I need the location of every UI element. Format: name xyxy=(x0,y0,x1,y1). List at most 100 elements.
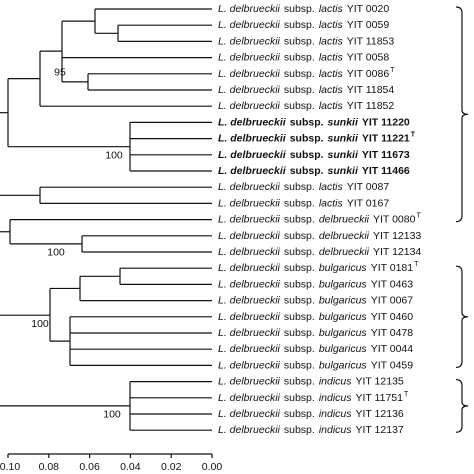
rank: subsp. xyxy=(284,424,315,436)
rank: subsp. xyxy=(284,68,315,80)
species: L. delbrueckii xyxy=(218,408,281,420)
leaf-label: L. delbrueckii subsp. lactis YIT 0087 xyxy=(218,181,389,193)
rank: subsp. xyxy=(284,51,315,63)
leaf-label: L. delbrueckii subsp. bulgaricus YIT 0478 xyxy=(218,327,413,339)
strain: YIT 11853 xyxy=(347,35,395,47)
strain: YIT 0067 xyxy=(371,294,414,306)
species: L. delbrueckii xyxy=(218,294,281,306)
epithet: delbrueckii xyxy=(319,213,370,225)
epithet: lactis xyxy=(319,19,344,31)
rank: subsp. xyxy=(284,343,315,355)
strain: YIT 0460 xyxy=(371,311,414,323)
species: L. delbrueckii xyxy=(218,19,281,31)
strain: YIT 0459 xyxy=(371,359,414,371)
epithet: bulgaricus xyxy=(319,294,368,306)
rank: subsp. xyxy=(284,294,315,306)
epithet: lactis xyxy=(319,35,344,47)
leaf-label: L. delbrueckii subsp. delbrueckii YIT 12134 xyxy=(218,246,421,258)
strain: YIT 11221 xyxy=(362,132,410,144)
species: L. delbrueckii xyxy=(218,68,281,80)
bootstrap-value: 100 xyxy=(47,247,65,259)
strain: YIT 0167 xyxy=(347,197,390,209)
species: L. delbrueckii xyxy=(218,246,281,258)
type-strain: T xyxy=(414,261,419,268)
type-strain: T xyxy=(390,67,395,74)
rank: subsp. xyxy=(284,359,315,371)
strain: YIT 0478 xyxy=(371,327,414,339)
species: L. delbrueckii xyxy=(218,343,281,355)
leaf-label: L. delbrueckii subsp. lactis YIT 11853 xyxy=(218,35,394,47)
leaf-label: L. delbrueckii subsp. delbrueckii YIT 0080T xyxy=(218,212,421,225)
leaf-label: L. delbrueckii subsp. indicus YIT 11751T xyxy=(218,391,409,404)
strain: YIT 0020 xyxy=(347,3,390,15)
leaf-label: L. delbrueckii subsp. lactis YIT 0167 xyxy=(218,197,389,209)
species: L. delbrueckii xyxy=(218,230,281,242)
clade-bracket xyxy=(455,6,469,223)
bootstrap-value: 100 xyxy=(103,409,121,421)
leaf-label: L. delbrueckii subsp. indicus YIT 12135 xyxy=(218,375,404,387)
rank: subsp. xyxy=(290,165,324,177)
epithet: bulgaricus xyxy=(319,311,368,323)
strain: YIT 11466 xyxy=(362,165,410,177)
type-strain: T xyxy=(411,131,416,138)
rank: subsp. xyxy=(284,3,315,15)
rank: subsp. xyxy=(284,246,315,258)
species: L. delbrueckii xyxy=(218,392,281,404)
species: L. delbrueckii xyxy=(218,197,281,209)
rank: subsp. xyxy=(290,149,324,161)
rank: subsp. xyxy=(290,132,324,144)
epithet: lactis xyxy=(319,51,344,63)
epithet: bulgaricus xyxy=(319,327,368,339)
strain: YIT 0086 xyxy=(347,68,390,80)
leaf-label: L. delbrueckii subsp. sunkii YIT 11673 xyxy=(218,149,410,161)
leaf-label: L. delbrueckii subsp. lactis YIT 11854 xyxy=(218,84,394,96)
type-strain: T xyxy=(416,212,421,219)
epithet: indicus xyxy=(319,392,352,404)
epithet: bulgaricus xyxy=(319,262,368,274)
scale-tick-label: 0.00 xyxy=(202,461,223,473)
leaf-label: L. delbrueckii subsp. indicus YIT 12136 xyxy=(218,408,404,420)
strain: YIT 12135 xyxy=(356,375,404,387)
species: L. delbrueckii xyxy=(218,181,281,193)
scale-tick-label: 0.08 xyxy=(39,461,60,473)
rank: subsp. xyxy=(284,392,315,404)
strain: YIT 11852 xyxy=(347,100,395,112)
scale-tick-label: 0.10 xyxy=(0,461,20,473)
rank: subsp. xyxy=(284,327,315,339)
species: L. delbrueckii xyxy=(218,311,281,323)
rank: subsp. xyxy=(284,197,315,209)
rank: subsp. xyxy=(284,375,315,387)
leaf-label: L. delbrueckii subsp. lactis YIT 0020 xyxy=(218,3,389,15)
leaf-label: L. delbrueckii subsp. lactis YIT 11852 xyxy=(218,100,394,112)
rank: subsp. xyxy=(284,213,315,225)
epithet: lactis xyxy=(319,84,344,96)
leaf-label: L. delbrueckii subsp. sunkii YIT 11220 xyxy=(218,116,410,128)
species: L. delbrueckii xyxy=(218,165,287,177)
rank: subsp. xyxy=(290,116,324,128)
strain: YIT 0059 xyxy=(347,19,390,31)
leaf-label: L. delbrueckii subsp. sunkii YIT 11221T xyxy=(218,131,416,144)
rank: subsp. xyxy=(284,262,315,274)
strain: YIT 0087 xyxy=(347,181,390,193)
strain: YIT 0058 xyxy=(347,51,390,63)
leaf-label: L. delbrueckii subsp. delbrueckii YIT 12133 xyxy=(218,230,421,242)
clade-bracket xyxy=(455,379,469,433)
epithet: sunkii xyxy=(328,149,359,161)
leaf-label: L. delbrueckii subsp. indicus YIT 12137 xyxy=(218,424,404,436)
species: L. delbrueckii xyxy=(218,424,281,436)
species: L. delbrueckii xyxy=(218,3,281,15)
leaf-label: L. delbrueckii subsp. bulgaricus YIT 0463 xyxy=(218,278,413,290)
epithet: bulgaricus xyxy=(319,359,368,371)
scale-tick-label: 0.02 xyxy=(161,461,182,473)
epithet: sunkii xyxy=(328,165,359,177)
species: L. delbrueckii xyxy=(218,51,281,63)
rank: subsp. xyxy=(284,408,315,420)
scale-tick-label: 0.06 xyxy=(79,461,100,473)
species: L. delbrueckii xyxy=(218,375,281,387)
bootstrap-value: 100 xyxy=(105,149,123,161)
species: L. delbrueckii xyxy=(218,149,287,161)
epithet: indicus xyxy=(319,408,352,420)
species: L. delbrueckii xyxy=(218,262,281,274)
strain: YIT 0044 xyxy=(371,343,414,355)
strain: YIT 11673 xyxy=(362,149,410,161)
